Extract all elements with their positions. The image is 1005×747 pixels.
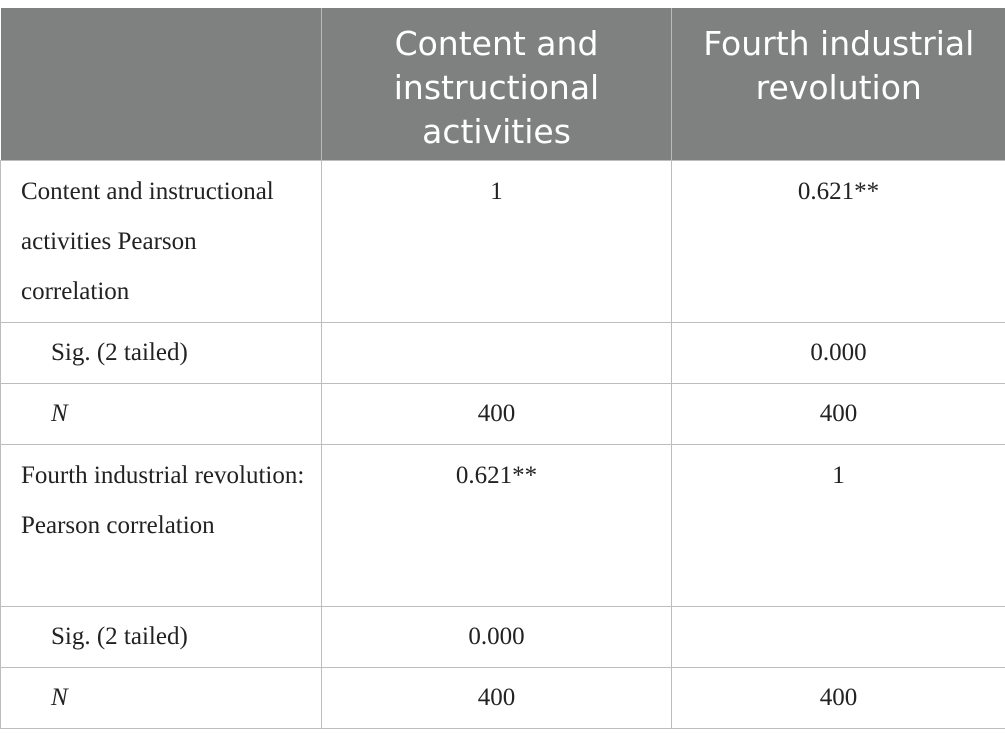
cell-value: 1 bbox=[321, 159, 672, 323]
cell-value: 0.000 bbox=[671, 321, 1005, 384]
row-label: Sig. (2 tailed) bbox=[0, 605, 322, 668]
row-label: N bbox=[0, 382, 322, 445]
header-cell-empty bbox=[0, 8, 322, 160]
table-body: Content and instructional activities Pea… bbox=[0, 159, 1005, 729]
table-row: Sig. (2 tailed) 0.000 bbox=[0, 605, 1005, 668]
header-content-instructional: Content and instructional activities bbox=[321, 8, 672, 160]
table-row: Fourth industrial revolution: Pearson co… bbox=[0, 443, 1005, 607]
cell-value bbox=[671, 605, 1005, 668]
table-row: N 400 400 bbox=[0, 382, 1005, 445]
cell-value: 0.621** bbox=[671, 159, 1005, 323]
table-row: Content and instructional activities Pea… bbox=[0, 159, 1005, 323]
table-row: Sig. (2 tailed) 0.000 bbox=[0, 321, 1005, 384]
cell-value: 0.621** bbox=[321, 443, 672, 607]
cell-value: 400 bbox=[671, 666, 1005, 729]
cell-value: 400 bbox=[321, 382, 672, 445]
cell-value: 1 bbox=[671, 443, 1005, 607]
table-header: Content and instructional activities Fou… bbox=[0, 8, 1005, 160]
cell-value: 400 bbox=[321, 666, 672, 729]
row-label: Fourth industrial revolution: Pearson co… bbox=[0, 443, 322, 607]
cell-value: 400 bbox=[671, 382, 1005, 445]
table-row: N 400 400 bbox=[0, 666, 1005, 729]
cell-value bbox=[321, 321, 672, 384]
row-label: N bbox=[0, 666, 322, 729]
row-label: Sig. (2 tailed) bbox=[0, 321, 322, 384]
row-label: Content and instructional activities Pea… bbox=[0, 159, 322, 323]
cell-value: 0.000 bbox=[321, 605, 672, 668]
correlation-table: Content and instructional activities Fou… bbox=[0, 8, 1005, 729]
header-fourth-industrial: Fourth industrial revolution bbox=[671, 8, 1005, 160]
header-row: Content and instructional activities Fou… bbox=[0, 8, 1005, 160]
